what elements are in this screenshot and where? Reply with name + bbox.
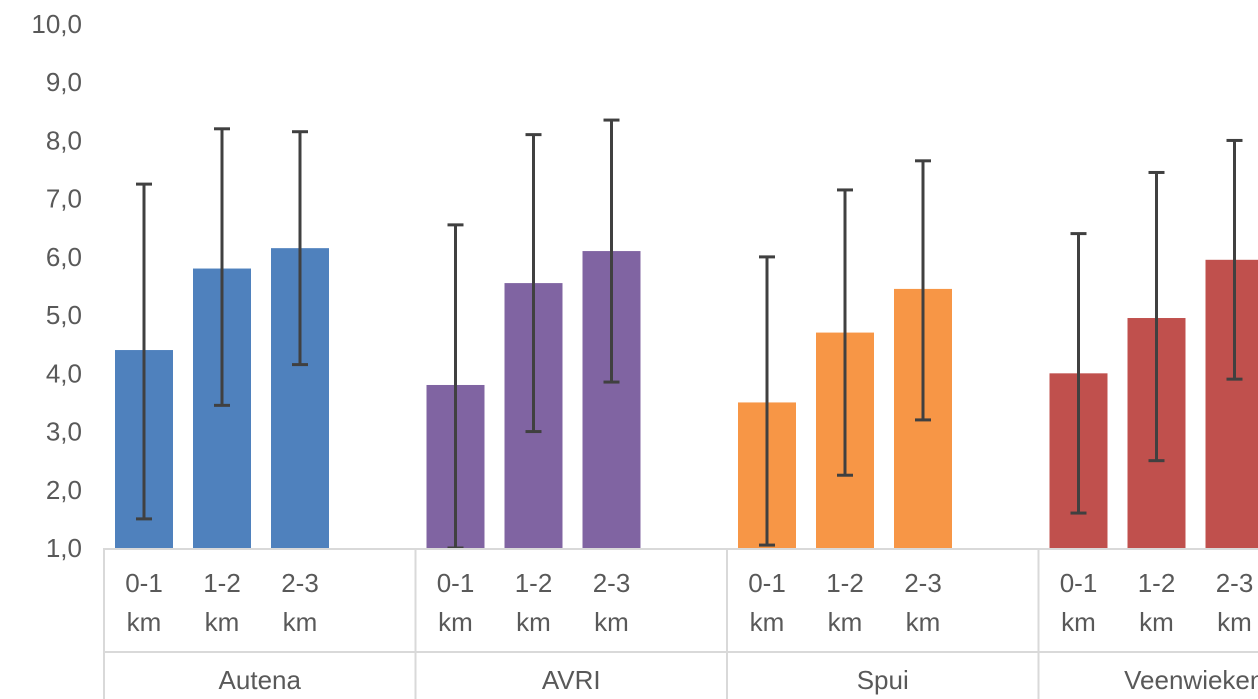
x-tick-label-unit: km <box>828 607 863 637</box>
y-tick-label: 2,0 <box>46 475 82 505</box>
x-tick-label-unit: km <box>594 607 629 637</box>
x-tick-label-unit: km <box>906 607 941 637</box>
x-tick-label: 1-2 <box>1138 568 1176 598</box>
x-tick-label: 2-3 <box>593 568 631 598</box>
y-tick-label: 10,0 <box>31 9 82 39</box>
x-tick-label: 0-1 <box>437 568 475 598</box>
x-tick-label: 2-3 <box>281 568 319 598</box>
group-label: Spui <box>857 665 909 695</box>
x-tick-label: 0-1 <box>1060 568 1098 598</box>
x-tick-label: 1-2 <box>203 568 241 598</box>
x-tick-label-unit: km <box>438 607 473 637</box>
x-tick-label-unit: km <box>1139 607 1174 637</box>
y-tick-label: 6,0 <box>46 242 82 272</box>
x-tick-label: 1-2 <box>826 568 864 598</box>
x-tick-label: 2-3 <box>1216 568 1254 598</box>
x-tick-label: 0-1 <box>748 568 786 598</box>
y-axis: 1,0 2,0 3,0 4,0 5,0 6,0 7,0 8,0 9,0 10,0 <box>31 9 82 563</box>
y-tick-label: 4,0 <box>46 358 82 388</box>
group-label: Autena <box>219 665 302 695</box>
y-tick-label: 9,0 <box>46 67 82 97</box>
y-tick-label: 7,0 <box>46 184 82 214</box>
group-label: Veenwieken <box>1124 665 1258 695</box>
x-tick-label: 1-2 <box>515 568 553 598</box>
x-tick-label-unit: km <box>1061 607 1096 637</box>
x-axis: 0-1 km 1-2 km 2-3 km Autena 0-1 km 1-2 km 2-3 km AVRI… <box>103 548 1258 699</box>
group-label: AVRI <box>542 665 601 695</box>
x-tick-label-unit: km <box>1217 607 1252 637</box>
y-tick-label: 5,0 <box>46 300 82 330</box>
x-tick-label-unit: km <box>127 607 162 637</box>
bar-series <box>115 248 1258 549</box>
y-tick-label: 8,0 <box>46 125 82 155</box>
y-tick-label: 3,0 <box>46 417 82 447</box>
x-tick-label-unit: km <box>516 607 551 637</box>
y-tick-label: 1,0 <box>46 533 82 563</box>
x-tick-label-unit: km <box>750 607 785 637</box>
error-bars <box>136 118 1243 550</box>
x-tick-label: 0-1 <box>125 568 163 598</box>
x-tick-label-unit: km <box>283 607 318 637</box>
bar <box>1205 259 1258 548</box>
x-tick-label: 2-3 <box>904 568 942 598</box>
x-tick-label-unit: km <box>205 607 240 637</box>
